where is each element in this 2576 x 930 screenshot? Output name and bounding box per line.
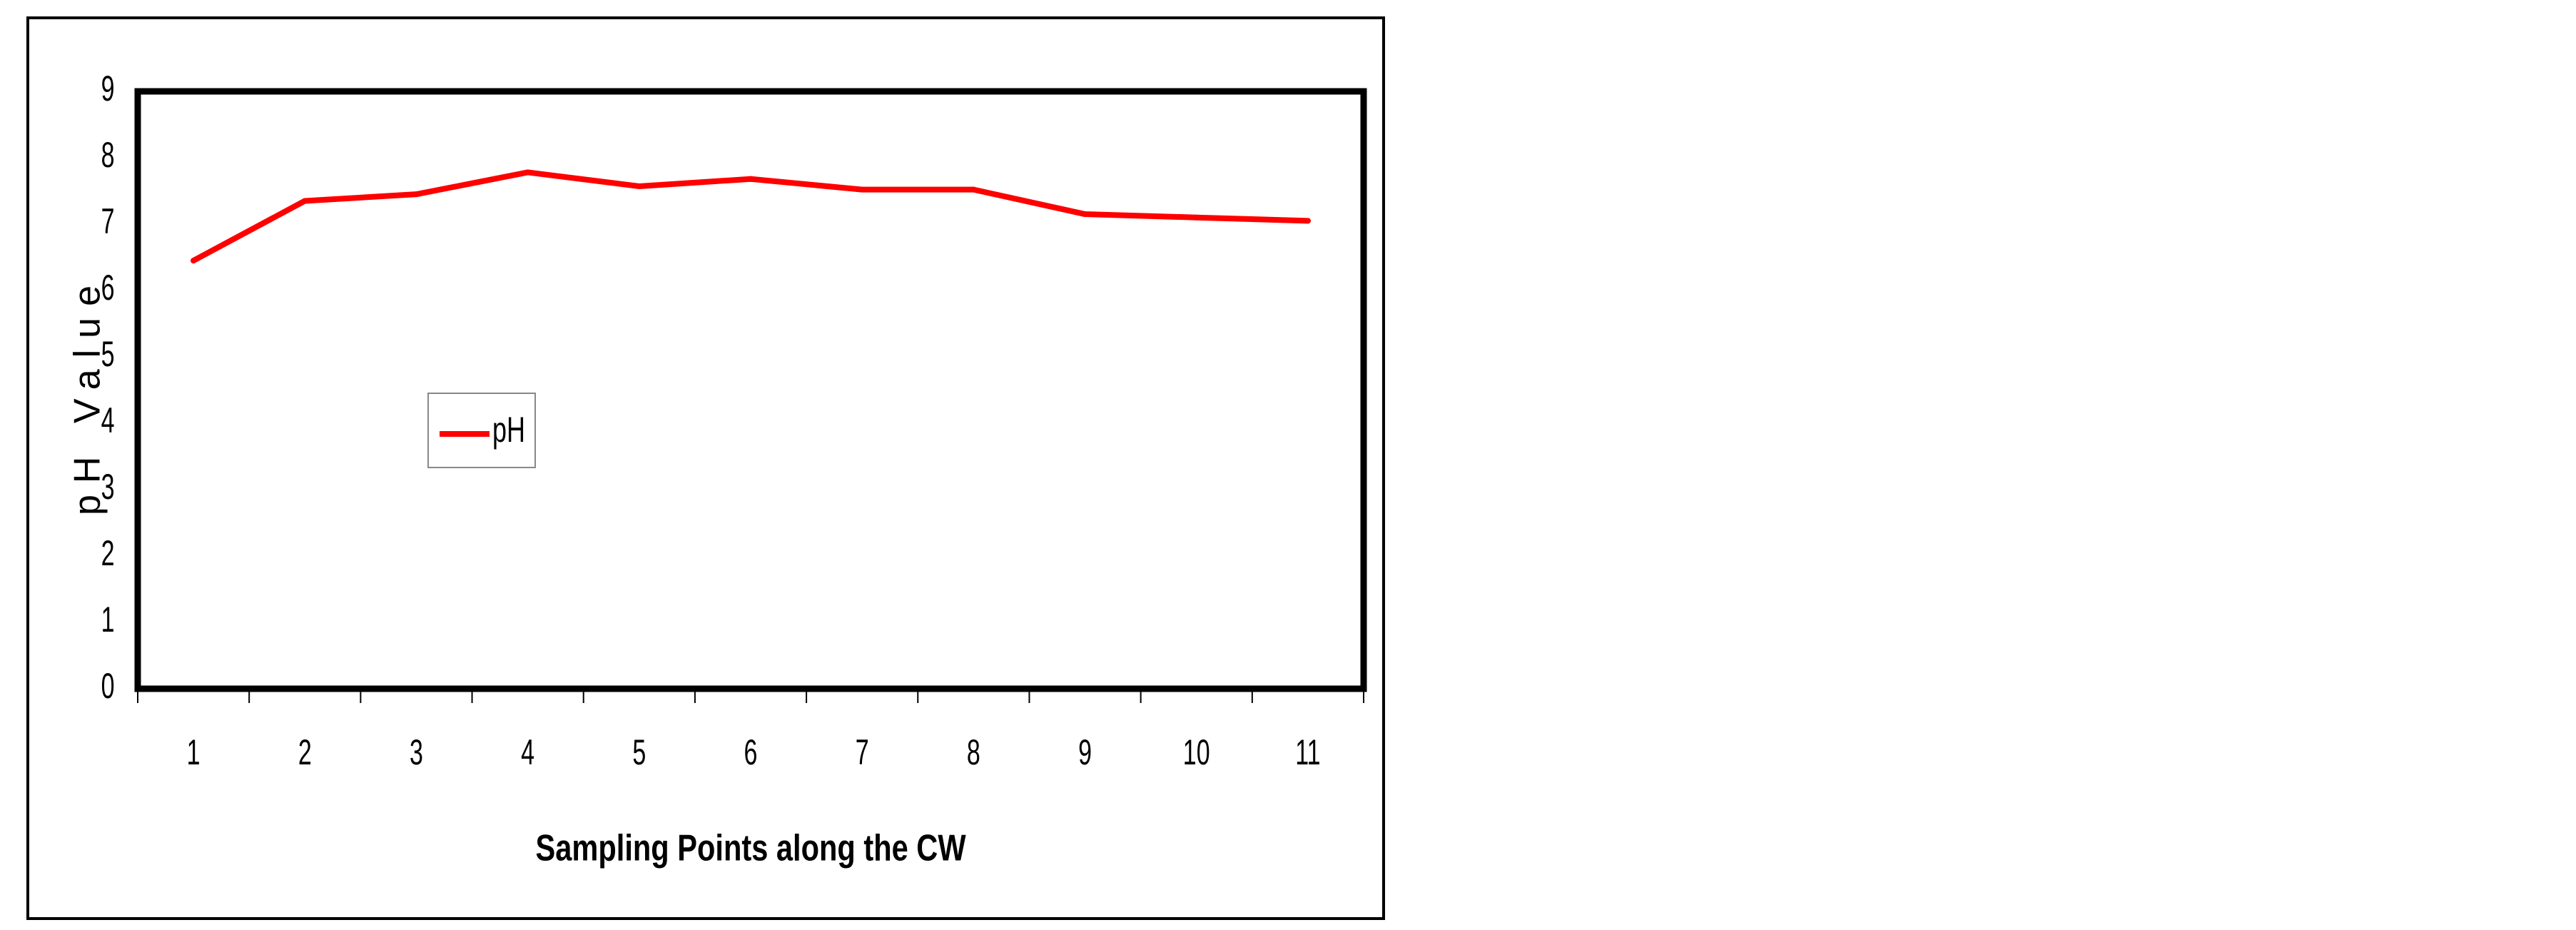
x-tick-label: 7 [856,733,869,773]
y-tick-label: 2 [101,534,115,574]
y-tick-label: 1 [101,600,115,640]
x-tick-label: 5 [632,733,646,773]
legend: pH [427,393,536,468]
x-tick-label: 2 [298,733,312,773]
x-tick-label: 9 [1078,733,1092,773]
data-point [859,186,866,193]
data-point [636,183,642,189]
y-tick-label: 0 [101,667,115,707]
x-tick-label: 10 [1183,733,1210,773]
data-point [1304,218,1311,224]
data-point [524,169,531,176]
data-point [1193,214,1200,221]
x-tick-label: 3 [410,733,423,773]
x-axis-ticks: 1 2 3 4 5 6 7 8 9 10 11 [137,689,1364,773]
plot-area [134,88,1367,692]
data-point [748,176,754,182]
legend-box [427,393,536,468]
x-axis-title: Sampling Points along the CW [536,827,967,869]
x-tick-label: 6 [744,733,758,773]
y-tick-label: 8 [101,136,115,176]
y-tick-label: 6 [101,268,115,308]
x-tick-label: 4 [521,733,534,773]
data-point [1082,211,1088,218]
x-tick-label: 1 [187,733,201,773]
y-tick-label: 9 [101,69,115,109]
legend-label-ph: pH [492,411,525,450]
data-point [413,191,420,198]
y-tick-label: 7 [101,202,115,242]
y-axis-ticks: 0 1 2 3 4 5 6 7 8 9 [101,69,115,707]
data-point [302,198,308,204]
x-tick-label: 11 [1295,733,1320,773]
data-point [970,186,977,193]
x-tick-label: 8 [967,733,980,773]
y-axis-title: pH Value [67,274,108,515]
y-tick-label: 3 [101,467,115,507]
series-layer [191,169,1311,264]
y-tick-label: 5 [101,335,115,375]
data-point [191,258,197,264]
y-tick-label: 4 [101,401,115,441]
